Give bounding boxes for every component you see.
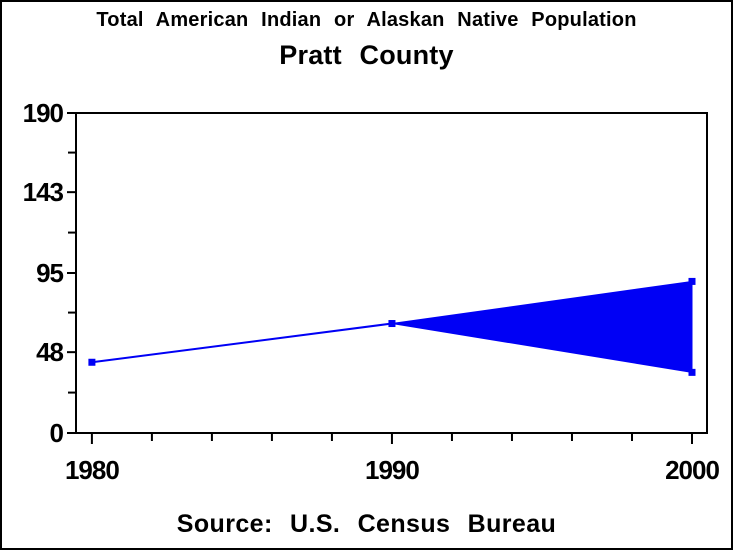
chart-title: Total American Indian or Alaskan Native …: [96, 9, 637, 31]
data-point-marker: [688, 277, 696, 285]
x-axis-label: 1980: [65, 455, 119, 485]
data-point-marker: [688, 368, 696, 376]
data-point-marker: [388, 320, 396, 328]
projection-range-band: [391, 280, 693, 373]
x-axis-label: 1990: [365, 455, 419, 485]
population-line: [91, 322, 393, 364]
y-axis-label: 48: [36, 337, 63, 367]
plot-frame: [75, 112, 708, 434]
y-axis-label: 0: [50, 418, 64, 448]
data-point-marker: [88, 358, 96, 366]
chart-subtitle: Pratt County: [279, 40, 454, 70]
y-axis-label: 143: [23, 177, 64, 207]
x-axis-label: 2000: [665, 455, 719, 485]
y-axis-label: 95: [36, 258, 63, 288]
source-note: Source: U.S. Census Bureau: [176, 510, 557, 538]
y-axis-label: 190: [23, 98, 64, 128]
